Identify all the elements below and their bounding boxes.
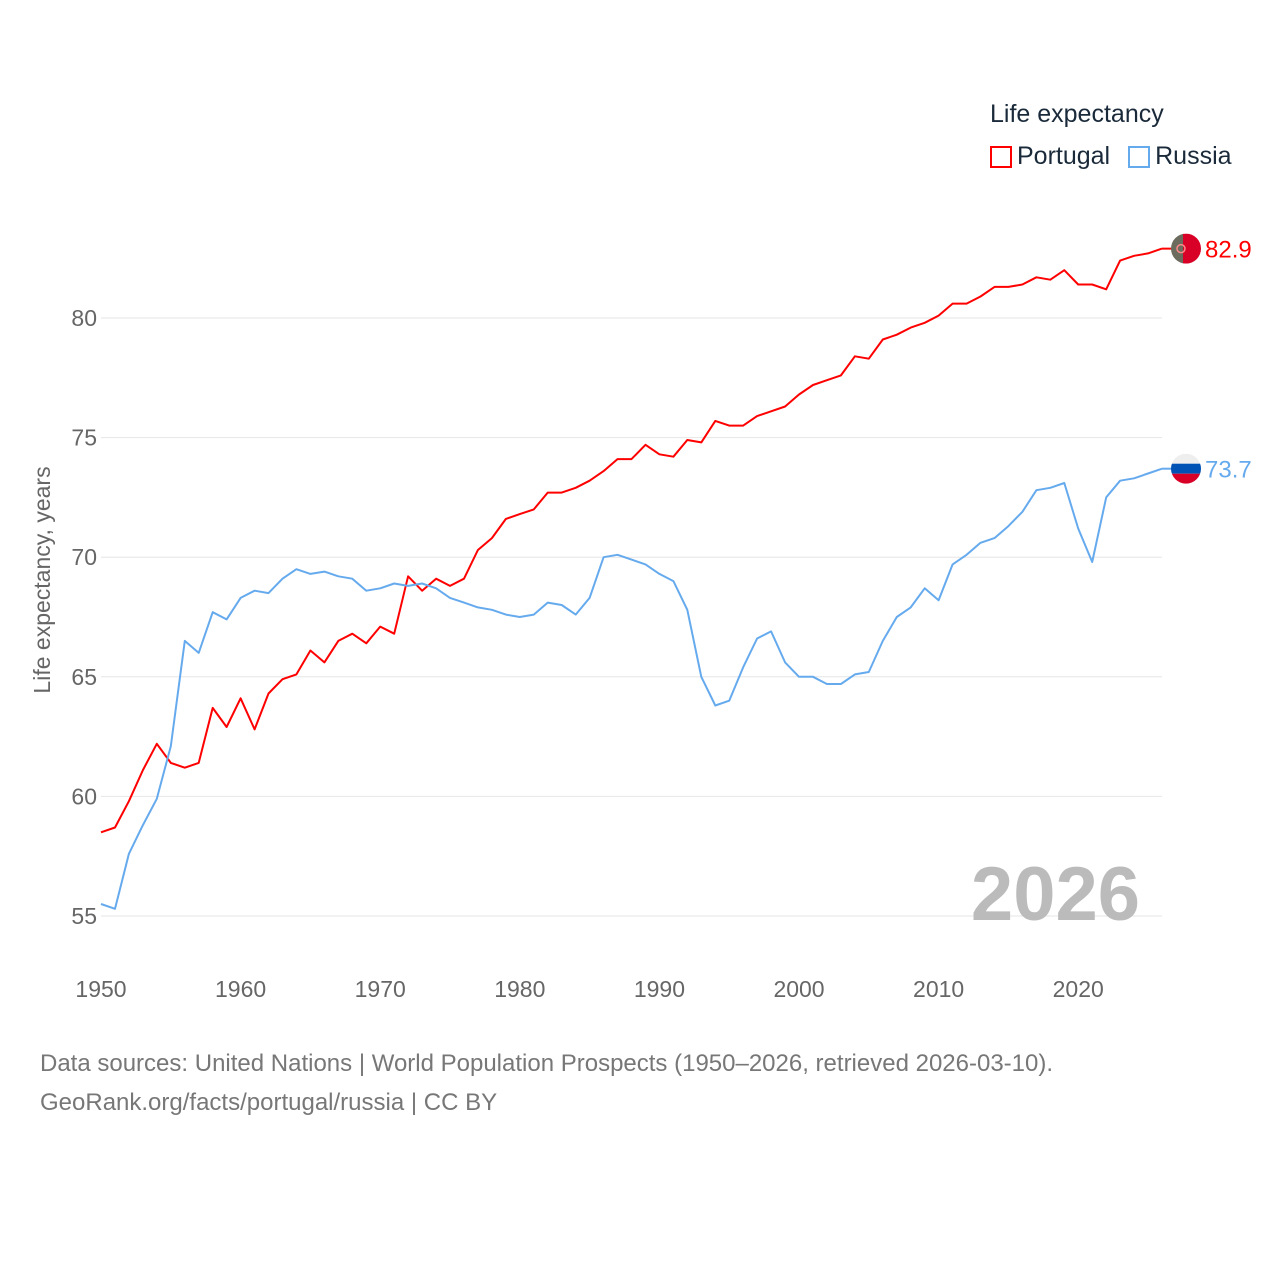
x-axis: 1950 1960 1970 1980 1990 2000 2010 2020 <box>75 976 1103 1002</box>
x-tick-label: 2000 <box>773 976 824 1002</box>
y-tick-label: 80 <box>71 305 97 331</box>
series-lines <box>100 247 1163 910</box>
y-tick-label: 70 <box>71 544 97 570</box>
x-tick-label: 2020 <box>1053 976 1104 1002</box>
series-line-portugal <box>100 247 1163 834</box>
end-value-label: 73.7 <box>1205 457 1252 484</box>
x-tick-label: 1990 <box>634 976 685 1002</box>
flag <box>1171 233 1201 264</box>
russia-flag-icon <box>1171 453 1201 484</box>
y-axis: 55 60 65 70 75 80 <box>71 305 97 929</box>
flag <box>1171 453 1201 484</box>
y-tick-label: 60 <box>71 783 97 809</box>
x-tick-label: 2010 <box>913 976 964 1002</box>
x-tick-label: 1980 <box>494 976 545 1002</box>
y-axis-label: Life expectancy, years <box>29 466 55 693</box>
source-line: Data sources: United Nations | World Pop… <box>40 1050 1054 1077</box>
legend: Portugal Russia <box>990 142 1232 171</box>
flag-red-band <box>1171 473 1201 484</box>
portugal-flag-icon <box>1171 233 1201 264</box>
y-tick-label: 55 <box>71 903 97 929</box>
legend-label: Portugal <box>1017 142 1111 170</box>
end-markers: 82.9 73.7 <box>1162 233 1252 484</box>
x-tick-label: 1970 <box>355 976 406 1002</box>
y-tick-label: 65 <box>71 664 97 690</box>
watermark-year: 2026 <box>971 852 1140 937</box>
grid <box>101 317 1162 917</box>
flag-red-band <box>1183 233 1201 264</box>
x-tick-label: 1950 <box>75 976 126 1002</box>
x-tick-label: 1960 <box>215 976 266 1002</box>
flag-white-band <box>1171 453 1201 464</box>
flag-blue-band <box>1171 463 1201 474</box>
y-tick-label: 75 <box>71 425 97 451</box>
end-value-label: 82.9 <box>1205 237 1252 264</box>
legend-item-portugal[interactable]: Portugal <box>990 142 1110 171</box>
attribution-link[interactable]: GeoRank.org/facts/portugal/russia | CC B… <box>40 1089 498 1116</box>
legend-swatch-portugal <box>990 145 1012 168</box>
legend-title: Life expectancy <box>990 100 1164 128</box>
legend-swatch-russia <box>1128 145 1151 168</box>
flag-emblem <box>1176 243 1186 254</box>
legend-label: Russia <box>1155 142 1232 170</box>
legend-item-russia[interactable]: Russia <box>1128 142 1232 171</box>
series-line-russia <box>100 467 1163 910</box>
source-note: Data sources: United Nations | World Pop… <box>40 1044 1053 1122</box>
